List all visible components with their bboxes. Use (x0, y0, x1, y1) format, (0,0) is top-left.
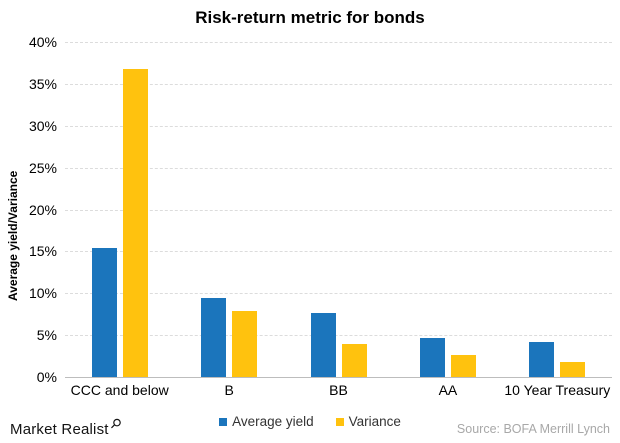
bar-average-yield (419, 337, 445, 377)
brand-name: Market Realist (10, 421, 109, 438)
chart-legend: Average yield Variance (0, 414, 620, 429)
plot-area (65, 42, 612, 377)
chart-title: Risk-return metric for bonds (195, 8, 425, 27)
x-axis-category-label: BB (329, 382, 348, 398)
legend-item: Average yield (219, 414, 314, 429)
y-tick-label: 25% (28, 159, 57, 176)
legend-label: Variance (348, 414, 401, 429)
x-axis-labels: CCC and below B BB AA 10 Year Treasury (65, 382, 612, 398)
gridline (65, 251, 612, 253)
source-text: Source: BOFA Merrill Lynch (456, 422, 610, 436)
bar-average-yield (201, 298, 227, 377)
bar-variance (560, 361, 586, 377)
y-tick-label: 15% (28, 243, 57, 260)
x-axis-category-label: B (224, 382, 234, 398)
gridline (65, 167, 612, 169)
bar-variance (122, 68, 148, 377)
gridline (65, 42, 612, 43)
bar-average-yield (529, 341, 555, 377)
x-axis-category-label: AA (438, 382, 458, 398)
bar-variance (232, 310, 258, 377)
gridline (65, 293, 612, 295)
y-tick-label: 40% (28, 34, 57, 50)
brand-logo: Market Realist (10, 418, 122, 438)
y-tick-label: 35% (28, 75, 57, 92)
bar-group (503, 42, 612, 377)
bar-group (284, 42, 393, 377)
magnifier-icon (110, 418, 121, 429)
x-axis-category-label: 10 Year Treasury (504, 382, 611, 398)
bar-group (393, 42, 502, 377)
x-axis-category-label: CCC and below (70, 382, 169, 398)
bar-average-yield (91, 248, 117, 377)
y-tick-label: 5% (36, 327, 57, 344)
y-tick-label: 30% (28, 117, 57, 134)
gridline (65, 335, 612, 337)
legend-swatch (219, 417, 228, 426)
legend-item: Variance (335, 414, 401, 429)
bar-variance (450, 355, 476, 377)
legend-label: Average yield (232, 414, 314, 429)
bar-variance (341, 344, 367, 377)
legend-swatch (335, 417, 344, 426)
bar-average-yield (310, 313, 336, 377)
bar-group (65, 42, 174, 377)
y-tick-label: 0% (36, 369, 57, 385)
gridline (65, 83, 612, 85)
y-tick-label: 20% (28, 201, 57, 218)
gridline (65, 209, 612, 211)
y-tick-label: 10% (28, 285, 57, 302)
bar-group (174, 42, 283, 377)
gridline (65, 125, 612, 127)
x-axis-line (65, 377, 612, 378)
